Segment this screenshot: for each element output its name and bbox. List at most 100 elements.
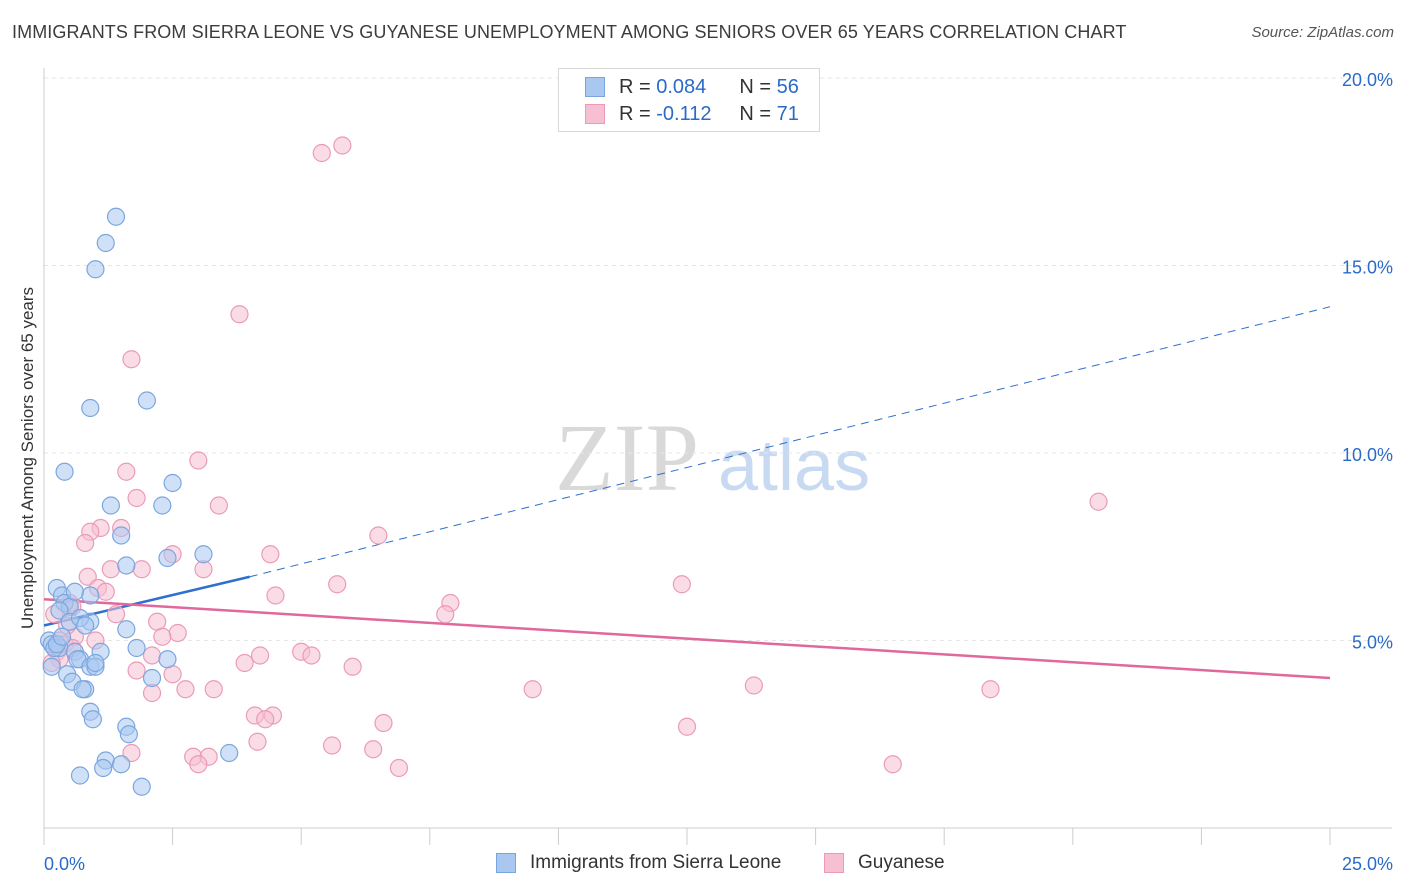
sierra-leone-points <box>40 207 239 796</box>
data-point-sierra-leone <box>83 710 102 729</box>
data-point-sierra-leone <box>112 526 131 545</box>
data-point-sierra-leone <box>86 653 105 673</box>
data-point-guyanese <box>883 755 902 774</box>
axes <box>43 68 1392 845</box>
gridlines <box>44 77 1392 641</box>
data-point-sierra-leone <box>94 758 113 778</box>
source-label: Source: ZipAtlas.com <box>1251 24 1394 41</box>
y-axis-label: Unemployment Among Seniors over 65 years <box>18 286 37 630</box>
data-point-guyanese <box>374 713 393 733</box>
legend-swatch-blue <box>585 77 605 97</box>
data-point-guyanese <box>523 680 542 699</box>
data-point-guyanese <box>322 736 342 755</box>
data-point-sierra-leone <box>81 586 100 605</box>
data-point-sierra-leone <box>137 391 156 410</box>
stats-legend: R = 0.084 N = 56 R = -0.112 N = 71 <box>558 68 820 132</box>
data-point-guyanese <box>677 717 697 736</box>
data-point-sierra-leone <box>158 650 177 669</box>
data-point-guyanese <box>189 451 208 470</box>
data-point-guyanese <box>122 350 141 369</box>
data-point-sierra-leone <box>142 668 162 688</box>
data-point-guyanese <box>127 661 146 680</box>
data-point-guyanese <box>436 605 455 624</box>
data-point-sierra-leone <box>52 627 72 646</box>
legend-row-sierra-leone: R = 0.084 N = 56 <box>585 75 799 99</box>
data-point-sierra-leone <box>81 398 100 418</box>
watermark-zip: ZIP <box>555 404 699 511</box>
y-tick-label: 15.0% <box>1342 258 1393 278</box>
y-tick-label: 10.0% <box>1342 445 1393 465</box>
data-point-guyanese <box>204 680 223 699</box>
data-point-guyanese <box>106 605 126 624</box>
data-point-guyanese <box>250 646 270 665</box>
data-point-sierra-leone <box>117 556 136 575</box>
data-point-guyanese <box>312 143 331 163</box>
data-point-sierra-leone <box>119 725 138 744</box>
data-point-sierra-leone <box>76 616 95 635</box>
data-point-guyanese <box>96 582 115 601</box>
bottom-legend-label: Guyanese <box>858 852 945 873</box>
bottom-legend-swatch-pink <box>824 853 844 873</box>
data-point-guyanese <box>209 496 228 515</box>
y-tick-label: 5.0% <box>1352 633 1393 653</box>
bottom-legend-guyanese: Guyanese <box>824 852 945 874</box>
data-point-sierra-leone <box>106 207 126 226</box>
y-tick-label: 20.0% <box>1342 70 1393 90</box>
legend-r-label: R = <box>619 75 651 98</box>
legend-r-value: -0.112 <box>656 102 712 125</box>
data-point-sierra-leone <box>163 473 182 493</box>
data-point-guyanese <box>256 710 275 729</box>
data-point-sierra-leone <box>65 582 84 601</box>
data-point-guyanese <box>127 488 146 508</box>
data-point-sierra-leone <box>70 766 90 785</box>
data-point-guyanese <box>1089 492 1108 511</box>
data-point-guyanese <box>153 627 172 646</box>
legend-n-value: 71 <box>776 102 799 125</box>
trend-line-guyanese <box>43 598 1331 680</box>
data-point-guyanese <box>142 646 162 665</box>
data-point-guyanese <box>744 676 763 695</box>
data-point-guyanese <box>328 575 347 594</box>
legend-n-label: N = <box>739 102 772 125</box>
data-point-guyanese <box>369 526 388 545</box>
bottom-legend-swatch-blue <box>496 853 516 873</box>
tick-labels: 5.0% 10.0% 15.0% 20.0% 0.0% 25.0% <box>44 70 1393 874</box>
data-point-guyanese <box>672 575 691 594</box>
legend-row-guyanese: R = -0.112 N = 71 <box>585 102 799 126</box>
legend-r-label: R = <box>619 102 651 125</box>
data-point-guyanese <box>189 755 208 774</box>
x-tick-label-min: 0.0% <box>44 854 85 874</box>
data-point-guyanese <box>333 136 352 155</box>
watermark: ZIP atlas <box>555 404 870 511</box>
data-point-guyanese <box>302 646 321 665</box>
data-point-sierra-leone <box>158 548 177 568</box>
trend-line-sierra-leone-dashed <box>249 306 1331 578</box>
data-point-guyanese <box>389 758 409 778</box>
data-point-guyanese <box>101 560 120 579</box>
legend-n-value: 56 <box>776 75 799 98</box>
data-point-guyanese <box>78 567 97 586</box>
data-point-guyanese <box>230 305 249 324</box>
data-point-sierra-leone <box>96 233 115 253</box>
chart-title: IMMIGRANTS FROM SIERRA LEONE VS GUYANESE… <box>12 22 1127 42</box>
bottom-legend-label: Immigrants from Sierra Leone <box>530 852 782 873</box>
data-point-guyanese <box>176 680 195 699</box>
watermark-atlas: atlas <box>718 426 870 506</box>
data-point-guyanese <box>76 533 95 553</box>
data-point-guyanese <box>364 740 383 759</box>
data-point-sierra-leone <box>132 777 151 796</box>
data-point-guyanese <box>132 560 151 579</box>
legend-r-value: 0.084 <box>656 75 707 98</box>
data-point-sierra-leone <box>50 601 69 620</box>
data-point-guyanese <box>248 732 267 751</box>
data-point-guyanese <box>168 623 187 643</box>
data-point-guyanese <box>343 657 362 676</box>
data-point-sierra-leone <box>42 657 61 676</box>
data-point-sierra-leone <box>220 743 239 763</box>
data-point-sierra-leone <box>127 638 146 658</box>
x-tick-label-max: 25.0% <box>1342 854 1393 874</box>
data-point-guyanese <box>981 680 1000 699</box>
data-point-guyanese <box>261 545 280 564</box>
data-point-sierra-leone <box>86 260 105 279</box>
